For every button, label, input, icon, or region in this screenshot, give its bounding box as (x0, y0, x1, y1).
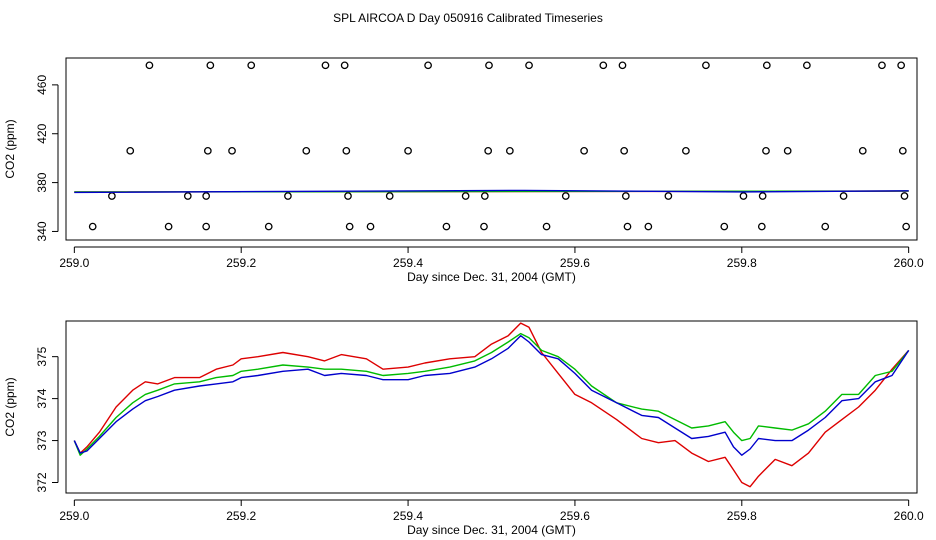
y-tick-label: 340 (35, 221, 49, 241)
scatter-point (345, 222, 354, 231)
x-tick-label: 259.2 (226, 256, 256, 270)
y-axis-label: CO2 (ppm) (3, 377, 17, 436)
scatter-point (620, 146, 629, 155)
scatter-point (762, 146, 770, 155)
scatter-point (461, 192, 470, 200)
y-tick-label: 373 (35, 430, 49, 450)
scatter-point (108, 192, 116, 200)
scatter-point (340, 61, 349, 70)
x-tick-label: 259.4 (393, 509, 423, 523)
y-tick-label: 375 (35, 346, 49, 366)
scatter-point (442, 222, 451, 231)
scatter-point (344, 192, 352, 200)
scatter-point (758, 192, 767, 200)
scatter-point (682, 146, 690, 155)
scatter-point (206, 61, 215, 70)
scatter-point (228, 146, 236, 155)
x-tick-label: 259.2 (226, 509, 256, 523)
scatter-point (183, 192, 192, 200)
scatter-point (202, 192, 211, 200)
scatter-point (202, 222, 211, 231)
scatter-point (88, 222, 97, 231)
y-tick-label: 420 (35, 123, 49, 143)
scatter-point (284, 192, 292, 200)
scatter-point (580, 146, 588, 155)
plot-frame (65, 57, 918, 241)
y-tick-label: 372 (35, 472, 49, 492)
y-tick-label: 380 (35, 172, 49, 192)
scatter-point (484, 146, 493, 155)
y-tick-label: 460 (35, 75, 49, 95)
scatter-point (618, 61, 627, 70)
scatter-point (599, 61, 608, 70)
x-tick-label: 260.0 (894, 509, 924, 523)
scatter-point (623, 222, 632, 231)
scatter-point (821, 222, 830, 231)
scatter-point (900, 192, 909, 200)
scatter-point (739, 192, 748, 200)
scatter-point (385, 192, 394, 200)
chart-title: SPL AIRCOA D Day 050916 Calibrated Times… (333, 11, 603, 25)
series-line-blue (74, 189, 909, 194)
scatter-point (126, 146, 135, 155)
scatter-point (145, 61, 154, 70)
x-tick-label: 259.0 (59, 256, 89, 270)
x-tick-label: 259.6 (560, 509, 590, 523)
scatter-point (644, 222, 653, 231)
scatter-point (561, 192, 570, 200)
scatter-point (321, 61, 330, 70)
x-axis-label: Day since Dec. 31, 2004 (GMT) (407, 523, 576, 537)
scatter-point (480, 192, 489, 200)
x-tick-label: 259.8 (727, 509, 757, 523)
scatter-point (247, 61, 256, 70)
series-line-red (73, 322, 910, 488)
scatter-point (839, 192, 848, 200)
y-axis-label: CO2 (ppm) (3, 119, 17, 178)
scatter-point (480, 222, 488, 231)
scatter-point (302, 146, 311, 155)
scatter-point (264, 222, 273, 231)
scatter-point (757, 222, 766, 231)
scatter-point (664, 192, 673, 200)
scatter-point (424, 61, 432, 70)
scatter-point (366, 222, 375, 231)
scatter-point (506, 146, 514, 155)
x-tick-label: 260.0 (894, 256, 924, 270)
scatter-point (762, 61, 771, 70)
bottom-panel: 259.0 259.2 259.4 259.6 259.8 260.0 Day since … (3, 320, 924, 537)
scatter-point (485, 61, 493, 70)
scatter-point (542, 222, 551, 231)
scatter-point (164, 222, 173, 231)
y-tick-label: 374 (35, 388, 49, 408)
scatter-point (404, 146, 412, 155)
top-panel: 259.0 259.2 259.4 259.6 259.8 260.0 Day since … (3, 57, 924, 284)
x-axis-label: Day since Dec. 31, 2004 (GMT) (407, 270, 576, 284)
scatter-point (203, 146, 212, 155)
scatter-point (342, 146, 351, 155)
scatter-point (803, 61, 811, 70)
x-tick-label: 259.0 (59, 509, 89, 523)
plot-frame (65, 320, 918, 494)
scatter-point (902, 222, 911, 231)
x-tick-label: 259.8 (727, 256, 757, 270)
scatter-point (702, 61, 710, 70)
x-tick-label: 259.6 (560, 256, 590, 270)
series-line-blue (73, 335, 910, 456)
scatter-point (898, 146, 907, 155)
x-tick-label: 259.4 (393, 256, 423, 270)
scatter-point (783, 146, 792, 155)
scatter-point (858, 146, 867, 155)
scatter-point (525, 61, 533, 70)
scatter-point (878, 61, 886, 70)
scatter-point (897, 61, 905, 70)
scatter-point (621, 192, 630, 200)
scatter-point (720, 222, 729, 231)
series-line-green (73, 332, 910, 456)
